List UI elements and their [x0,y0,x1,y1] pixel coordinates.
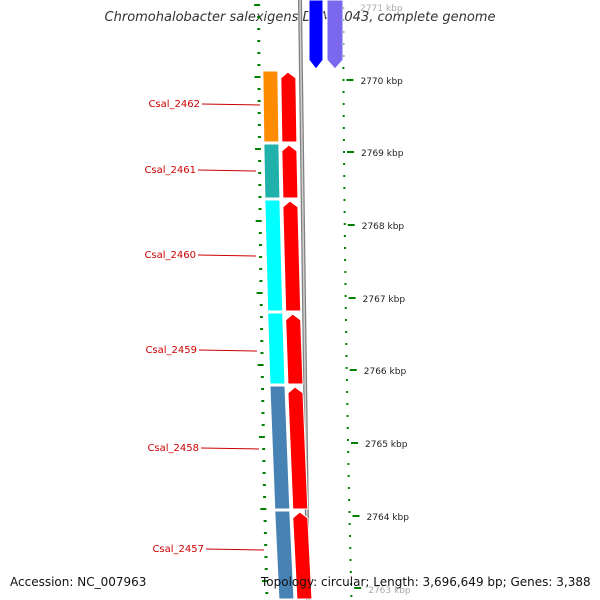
reverse-gene-arrow [326,0,344,70]
gene-label-leader [197,169,257,172]
gene-label: Csal_2461 [144,165,196,176]
genome-backbone-highlight [299,0,309,600]
gene-label-leader [198,349,258,352]
scale-label: 2766 kbp [364,367,407,377]
gene-feature [263,143,281,199]
gene-feature [269,385,291,510]
accession-text: Accession: NC_007963 [10,575,147,589]
gene-label-leader [197,254,257,257]
gene-feature [267,312,286,385]
gene-label-leader [200,447,260,450]
cds-arrow [292,511,313,600]
cds-arrow [287,386,309,510]
gene-label: Csal_2459 [145,345,197,356]
gene-feature [274,510,295,600]
gene-label-leader [201,103,261,106]
gene-label: Csal_2462 [148,99,200,110]
scale-label: 2763 kbp [368,586,411,596]
gene-label: Csal_2458 [147,443,199,454]
gene-label-leader [205,548,265,551]
gene-feature [262,70,280,143]
scale-label: 2767 kbp [363,295,406,305]
scale-label: 2768 kbp [362,222,405,232]
scale-label: 2771 kbp [360,4,403,14]
gene-label: Csal_2460 [144,250,196,261]
scale-label: 2770 kbp [360,77,403,87]
gene-feature [264,199,284,312]
scale-label: 2769 kbp [361,149,404,159]
scale-label: 2765 kbp [365,440,408,450]
reverse-gene-arrow [308,0,324,70]
gene-label: Csal_2457 [152,544,204,555]
cds-arrow [280,71,298,143]
cds-arrow [285,313,304,385]
scale-label: 2764 kbp [367,513,410,523]
cds-arrow [282,200,302,312]
cds-arrow [281,144,299,199]
topology-summary: Topology: circular; Length: 3,696,649 bp… [261,575,591,589]
